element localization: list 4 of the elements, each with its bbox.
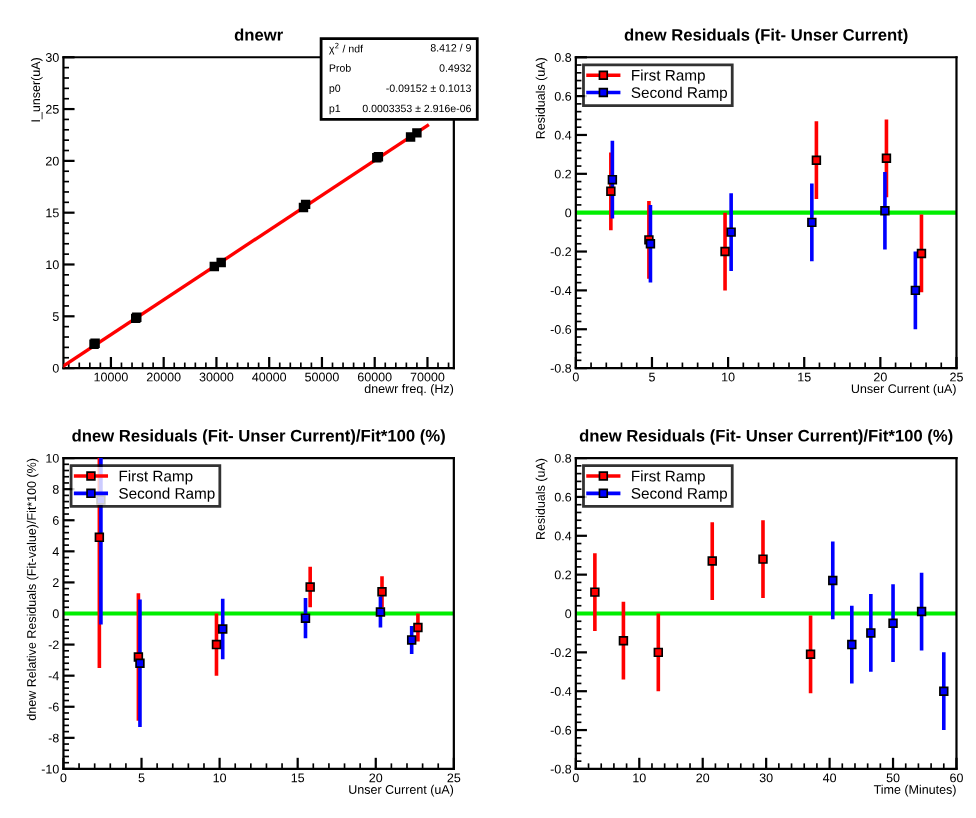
chart-title: dnew Residuals (Fit- Unser Current)/Fit*100 (%) <box>579 429 953 445</box>
chart-title: dnew Residuals (Fit- Unser Current) <box>624 28 908 45</box>
chart-title: dnewr <box>234 28 283 41</box>
chart-title: dnew Residuals (Fit- Unser Current)/Fit*100 (%) <box>72 429 445 445</box>
